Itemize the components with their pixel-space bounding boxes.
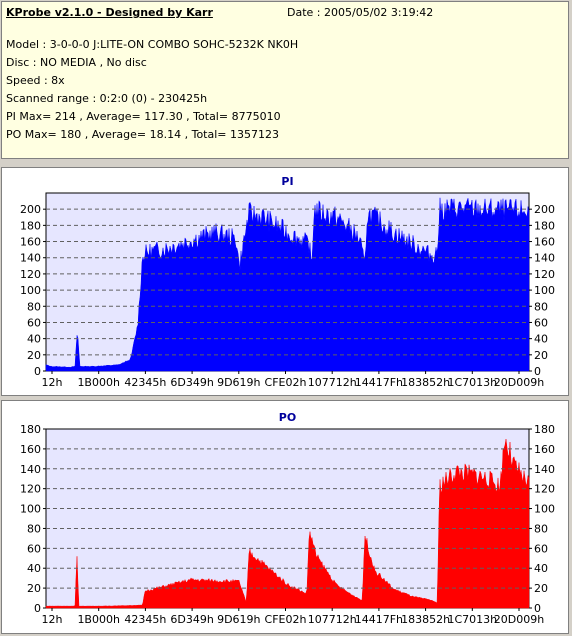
y-tick-label-right: 20: [534, 582, 548, 595]
x-tick-label: 107712h: [308, 376, 357, 389]
x-tick-label: CFE02h: [265, 376, 307, 389]
x-tick-label: 14417Fh: [355, 376, 403, 389]
y-tick-label-right: 120: [534, 483, 555, 496]
x-tick-label: 183852h: [401, 613, 450, 626]
speed-line: Speed : 8x: [6, 74, 65, 87]
x-tick-label: 42345h: [124, 613, 166, 626]
data-area: [45, 197, 530, 372]
y-tick-label-left: 120: [20, 483, 41, 496]
y-tick-label-left: 160: [20, 443, 41, 456]
x-tick-label: 6D349h: [170, 376, 213, 389]
po-chart-panel: PO 0 0 20 20 40 40 60 60 80 80 100 100 120 120 140 140 16…: [1, 400, 569, 634]
x-tick-label: 1C7013h: [447, 613, 497, 626]
x-tick-label: 20D009h: [494, 376, 544, 389]
y-tick-label-left: 40: [27, 333, 41, 346]
x-tick-label: 20D009h: [494, 613, 544, 626]
x-tick-label: 12h: [42, 376, 63, 389]
y-tick-label-right: 180: [534, 423, 555, 436]
y-tick-label-left: 180: [20, 423, 41, 436]
y-tick-label-right: 0: [534, 365, 541, 378]
y-tick-label-right: 40: [534, 333, 548, 346]
y-tick-label-right: 60: [534, 542, 548, 555]
x-tick-label: 183852h: [401, 376, 450, 389]
y-tick-label-right: 160: [534, 443, 555, 456]
y-tick-label-right: 180: [534, 219, 555, 232]
y-tick-label-right: 200: [534, 203, 555, 216]
y-tick-label-right: 140: [534, 463, 555, 476]
y-tick-label-left: 200: [20, 203, 41, 216]
y-tick-label-right: 120: [534, 268, 555, 281]
y-tick-label-right: 160: [534, 236, 555, 249]
x-tick-label: CFE02h: [265, 613, 307, 626]
y-tick-label-left: 120: [20, 268, 41, 281]
x-tick-label: 1C7013h: [447, 376, 497, 389]
x-tick-label: 9D619h: [217, 376, 260, 389]
y-tick-label-left: 180: [20, 219, 41, 232]
y-tick-label-right: 20: [534, 349, 548, 362]
y-tick-label-right: 140: [534, 252, 555, 265]
y-tick-label-left: 160: [20, 236, 41, 249]
y-tick-label-left: 80: [27, 522, 41, 535]
info-panel: KProbe v2.1.0 - Designed by Karr Date : …: [1, 1, 569, 159]
y-tick-label-left: 100: [20, 503, 41, 516]
y-tick-label-right: 80: [534, 300, 548, 313]
y-tick-label-left: 60: [27, 542, 41, 555]
x-tick-label: 6D349h: [170, 613, 213, 626]
po-stats-line: PO Max= 180 , Average= 18.14 , Total= 13…: [6, 128, 279, 141]
model-line: Model : 3-0-0-0 J:LITE-ON COMBO SOHC-523…: [6, 38, 299, 51]
y-tick-label-left: 100: [20, 284, 41, 297]
y-tick-label-left: 40: [27, 562, 41, 575]
y-tick-label-left: 0: [34, 365, 41, 378]
y-tick-label-right: 80: [534, 522, 548, 535]
data-area: [45, 438, 530, 609]
x-tick-label: 12h: [42, 613, 63, 626]
y-tick-label-right: 40: [534, 562, 548, 575]
po-chart: PO 0 0 20 20 40 40 60 60 80 80 100 100 120 120 140 140 16…: [20, 411, 555, 626]
pi-chart: PI 0 0 20 20 40 40 60 60 80 80 100 100 120 120 140 140 16…: [20, 175, 555, 389]
x-tick-label: 14417Fh: [355, 613, 403, 626]
x-tick-label: 9D619h: [217, 613, 260, 626]
y-tick-label-left: 0: [34, 602, 41, 615]
y-tick-label-right: 60: [534, 316, 548, 329]
y-tick-label-left: 140: [20, 463, 41, 476]
y-tick-label-left: 140: [20, 252, 41, 265]
x-tick-label: 107712h: [308, 613, 357, 626]
y-tick-label-left: 60: [27, 316, 41, 329]
y-tick-label-left: 80: [27, 300, 41, 313]
chart-title: PO: [279, 411, 296, 424]
y-tick-label-right: 0: [534, 602, 541, 615]
x-tick-label: 42345h: [124, 376, 166, 389]
y-tick-label-left: 20: [27, 349, 41, 362]
app-title: KProbe v2.1.0 - Designed by Karr: [6, 6, 213, 19]
pi-chart-panel: PI 0 0 20 20 40 40 60 60 80 80 100 100 120 120 140 140 16…: [1, 167, 569, 396]
pi-stats-line: PI Max= 214 , Average= 117.30 , Total= 8…: [6, 110, 281, 123]
chart-title: PI: [281, 175, 293, 188]
y-tick-label-right: 100: [534, 284, 555, 297]
y-tick-label-right: 100: [534, 503, 555, 516]
scan-date: Date : 2005/05/02 3:19:42: [287, 6, 434, 19]
x-tick-label: 1B000h: [77, 376, 120, 389]
x-tick-label: 1B000h: [77, 613, 120, 626]
y-tick-label-left: 20: [27, 582, 41, 595]
disc-line: Disc : NO MEDIA , No disc: [6, 56, 147, 69]
range-line: Scanned range : 0:2:0 (0) - 230425h: [6, 92, 208, 105]
